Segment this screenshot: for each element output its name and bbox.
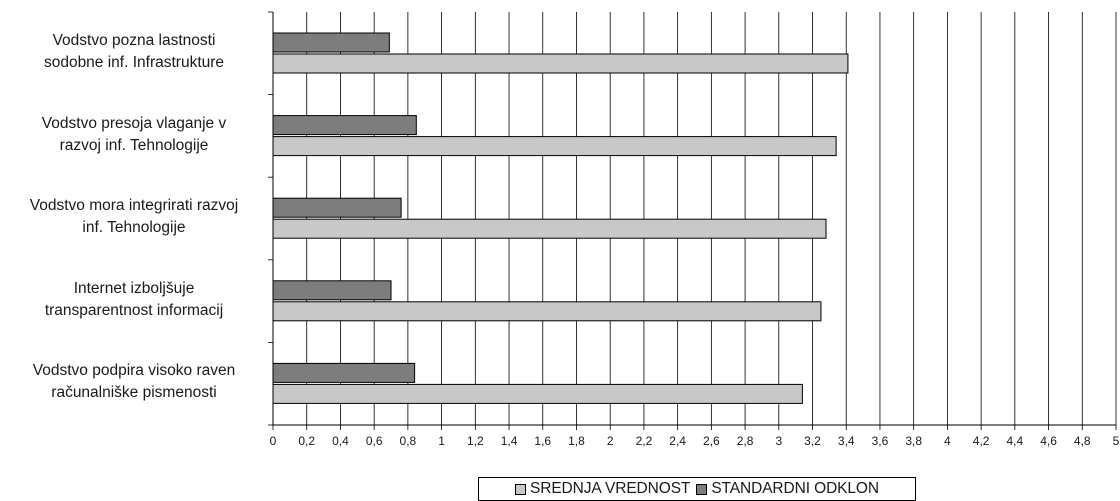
category-label-line: računalniške pismenosti	[51, 384, 217, 402]
bar-mean-5	[272, 383, 803, 404]
x-tick-label: 3,2	[804, 434, 821, 448]
category-label-1: Vodstvo pozna lastnosti sodobne inf. Infr…	[0, 30, 268, 74]
category-label-4: Internet izboljšuje transparentnost infor…	[0, 278, 268, 322]
x-tick-label: 0,8	[400, 434, 417, 448]
legend-item-mean: SREDNJA VREDNOST	[514, 480, 691, 498]
x-tick-label: 2,6	[703, 434, 720, 448]
bar-mean-4	[272, 301, 822, 322]
x-tick-label: 5	[1113, 434, 1120, 448]
x-tick-label: 4,2	[973, 434, 990, 448]
category-label-5: Vodstvo podpira visoko raven računalniške…	[0, 360, 268, 404]
category-label-line: transparentnost informacij	[44, 301, 224, 319]
legend-label-mean: SREDNJA VREDNOST	[529, 480, 691, 497]
bar-std-2	[272, 115, 417, 136]
x-tick-label: 1,2	[467, 434, 484, 448]
category-label-line: Internet izboljšuje	[73, 279, 195, 297]
x-tick-label: 2,2	[636, 434, 653, 448]
category-label-line: inf. Tehnologije	[82, 219, 186, 237]
x-tick-label: 4	[944, 434, 951, 448]
x-tick-label: 3,4	[838, 434, 855, 448]
category-label-line: razvoj inf. Tehnologije	[59, 136, 209, 154]
bar-std-3	[272, 197, 402, 218]
bar-mean-2	[272, 136, 837, 157]
category-label-line: Vodstvo presoja vlaganje v	[41, 114, 227, 132]
bar-std-5	[272, 362, 416, 383]
category-label-line: sodobne inf. Infrastrukture	[43, 54, 225, 71]
legend-item-std: STANDARDNI ODKLON	[696, 480, 879, 498]
bar-mean-1	[272, 53, 849, 74]
legend-swatch-std	[696, 483, 708, 495]
bar-mean-3	[272, 218, 827, 239]
x-tick-label: 2,4	[669, 434, 686, 448]
x-tick-label: 1,6	[534, 434, 551, 448]
x-tick-label: 3,8	[905, 434, 922, 448]
x-tick-label: 3,6	[872, 434, 889, 448]
x-tick-label: 0	[270, 434, 277, 448]
x-tick-label: 4,6	[1040, 434, 1057, 448]
bar-std-4	[272, 280, 392, 301]
category-label-line: Vodstvo podpira visoko raven	[32, 362, 236, 380]
x-tick-label: 2,8	[737, 434, 754, 448]
bar-std-1	[272, 32, 390, 53]
category-label-line: Vodstvo mora integrirati razvoj	[29, 197, 239, 215]
x-tick-label: 4,8	[1074, 434, 1091, 448]
x-tick-label: 1,8	[568, 434, 585, 448]
x-tick-label: 2	[607, 434, 614, 448]
category-label-2: Vodstvo presoja vlaganje v razvoj inf. Te…	[0, 113, 268, 157]
x-tick-label: 1	[438, 434, 445, 448]
category-label-3: Vodstvo mora integrirati razvoj inf. Tehn…	[0, 195, 268, 239]
x-tick-label: 0,4	[332, 434, 349, 448]
x-tick-label: 0,2	[298, 434, 315, 448]
category-label-line: Vodstvo pozna lastnosti	[52, 32, 216, 49]
bar-chart: 0 0,2 0,4 0,6 0,8 1 1,2 1,4 1,6 1,8 2 2,2 2,4 2,6 2,8 3…	[268, 11, 1120, 448]
x-tick-label: 4,4	[1006, 434, 1023, 448]
x-tick-label: 1,4	[501, 434, 518, 448]
legend-swatch-mean	[514, 483, 526, 495]
x-tick-label: 0,6	[366, 434, 383, 448]
x-tick-label: 3	[775, 434, 782, 448]
legend-label-std: STANDARDNI ODKLON	[711, 480, 879, 497]
legend: SREDNJA VREDNOST STANDARDNI ODKLON	[478, 477, 916, 501]
